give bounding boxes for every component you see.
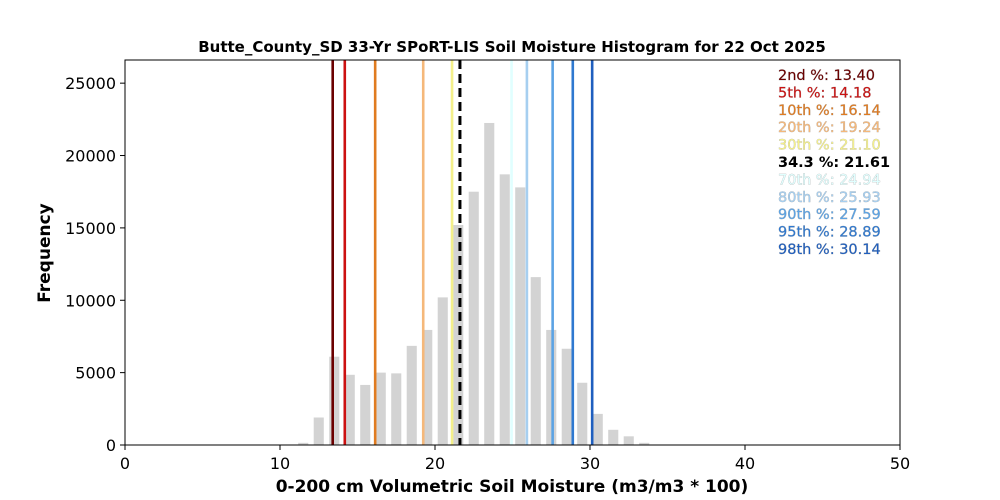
histogram-bar: [515, 187, 526, 445]
chart-title: Butte_County_SD 33-Yr SPoRT-LIS Soil Moi…: [198, 38, 826, 56]
histogram-bar: [484, 122, 495, 446]
x-axis-ticks: 0 10 20 30 40 50: [120, 445, 910, 473]
x-tick-label: 50: [890, 454, 910, 473]
y-tick-label: 10000: [65, 291, 116, 310]
histogram-bar: [298, 442, 309, 445]
x-tick-label: 20: [425, 454, 445, 473]
x-tick-label: 40: [735, 454, 755, 473]
percentile-legend-label: 98th %: 30.14: [778, 242, 881, 258]
histogram-bar: [344, 374, 355, 445]
histogram-bar: [561, 348, 572, 445]
histogram-bar: [608, 429, 619, 445]
histogram-bar: [546, 329, 557, 445]
percentile-legend-label: 10th %: 16.14: [778, 103, 881, 119]
y-axis-ticks: 0 5000 10000 15000 20000 25000: [65, 74, 125, 455]
percentile-legend-label: 20th %: 19.24: [778, 120, 881, 136]
percentile-legend-label: 70th %: 24.94: [778, 172, 881, 188]
histogram-bar: [592, 413, 603, 445]
x-tick-label: 0: [120, 454, 130, 473]
percentile-legend-label: 30th %: 21.10: [778, 138, 881, 154]
x-axis-label: 0-200 cm Volumetric Soil Moisture (m3/m3…: [276, 477, 749, 497]
percentile-legend-label: 95th %: 28.89: [778, 225, 881, 241]
histogram-bar: [360, 384, 371, 445]
histogram-bar: [437, 297, 448, 445]
histogram-bar: [329, 356, 340, 445]
bars-layer: [282, 122, 650, 446]
y-tick-label: 15000: [65, 219, 116, 238]
histogram-bar: [453, 225, 464, 445]
y-axis-label: Frequency: [35, 203, 55, 303]
percentile-legend-label: 80th %: 25.93: [778, 190, 881, 206]
histogram-bar: [375, 372, 386, 445]
histogram-bar: [623, 436, 634, 445]
percentile-legend-label: 5th %: 14.18: [778, 85, 872, 101]
histogram-bar: [577, 382, 588, 445]
percentile-legend-label: 90th %: 27.59: [778, 207, 881, 223]
histogram-bar: [499, 174, 510, 445]
y-tick-label: 5000: [75, 364, 116, 383]
histogram-bar: [406, 345, 417, 445]
histogram-bar: [391, 373, 402, 445]
percentile-lines-layer: [331, 60, 594, 445]
percentile-legend-label: 2nd %: 13.40: [778, 68, 875, 84]
plot-frame: [124, 59, 901, 446]
histogram-bar: [639, 442, 650, 445]
histogram-bar: [530, 277, 541, 445]
y-tick-label: 25000: [65, 74, 116, 93]
x-tick-label: 10: [270, 454, 290, 473]
y-tick-label: 0: [106, 436, 116, 455]
x-tick-label: 30: [580, 454, 600, 473]
histogram-bar: [313, 417, 324, 445]
current-value-legend-label: 34.3 %: 21.61: [778, 155, 890, 171]
histogram-bar: [422, 329, 433, 445]
histogram-bar: [468, 191, 479, 445]
y-tick-label: 20000: [65, 147, 116, 166]
